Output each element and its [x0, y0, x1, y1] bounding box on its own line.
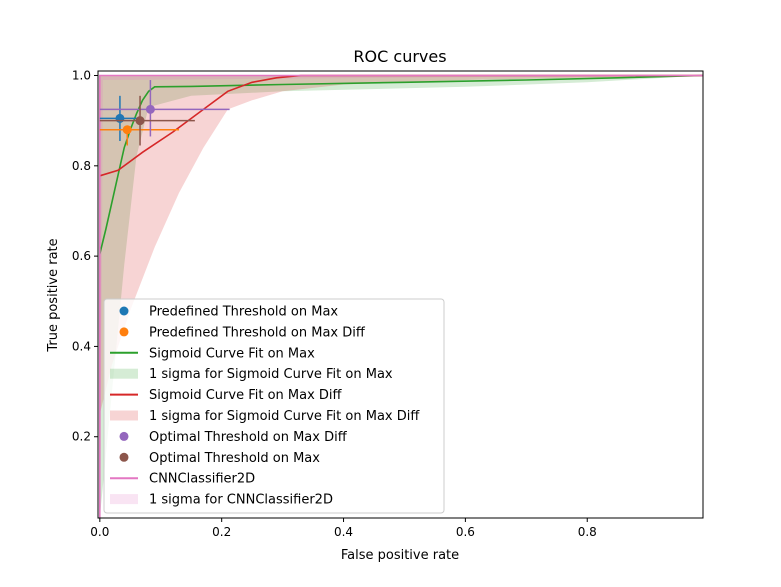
- legend-label: CNNClassifier2D: [149, 472, 255, 487]
- x-tick-label: 0.6: [456, 525, 475, 539]
- legend-item-optimal-threshold-on-max: Optimal Threshold on Max: [119, 451, 320, 466]
- legend-item-sigmoid-curve-fit-on-max: Sigmoid Curve Fit on Max: [110, 346, 315, 361]
- chart-title: ROC curves: [353, 47, 446, 66]
- legend-item-sigmoid-curve-fit-on-max-diff: Sigmoid Curve Fit on Max Diff: [110, 388, 343, 403]
- y-tick-label: 0.4: [72, 339, 91, 353]
- legend-marker: [119, 431, 129, 441]
- optimal-threshold-on-max-point: [99, 95, 195, 146]
- legend-item-predefined-threshold-on-max: Predefined Threshold on Max: [119, 305, 338, 320]
- legend-marker: [119, 327, 129, 337]
- legend-label: 1 sigma for Sigmoid Curve Fit on Max: [149, 367, 393, 382]
- x-tick-label: 0.4: [334, 525, 353, 539]
- predefined-threshold-on-max-marker: [115, 113, 125, 123]
- legend-marker: [110, 368, 138, 379]
- legend-label: Optimal Threshold on Max: [149, 451, 320, 466]
- sigmoid-curve-fit-on-max-line: [99, 74, 703, 255]
- optimal-threshold-on-max-diff-point: [99, 80, 230, 137]
- y-tick-label: 1.0: [72, 69, 91, 83]
- x-axis-label: False positive rate: [341, 548, 459, 563]
- x-tick-label: 0.2: [212, 525, 231, 539]
- predefined-threshold-on-max-diff-marker: [122, 125, 132, 135]
- legend-marker: [119, 306, 129, 316]
- 1-sigma-for-sigmoid-curve-fit-on-max-diff-band: [99, 75, 703, 518]
- legend-marker: [110, 410, 138, 421]
- x-axis-ticks: 0.0 0.2 0.4 0.6 0.8: [90, 518, 597, 539]
- legend-item-predefined-threshold-on-max-diff: Predefined Threshold on Max Diff: [119, 325, 366, 340]
- legend-label: Optimal Threshold on Max Diff: [149, 430, 348, 445]
- legend-item-1-sigma-for-sigmoid-curve-fit-on-max-diff: 1 sigma for Sigmoid Curve Fit on Max Dif…: [110, 409, 420, 424]
- y-tick-label: 0.8: [72, 159, 91, 173]
- legend-label: Predefined Threshold on Max Diff: [149, 325, 366, 340]
- cnnclassifier2d-line: [99, 74, 703, 518]
- optimal-threshold-on-max-diff-marker: [145, 104, 155, 114]
- legend-item-1-sigma-for-cnnclassifier2d: 1 sigma for CNNClassifier2D: [110, 493, 333, 508]
- legend-marker: [110, 494, 138, 505]
- legend-frame: [103, 298, 445, 514]
- legend-label: Sigmoid Curve Fit on Max: [149, 346, 315, 361]
- legend-item-optimal-threshold-on-max-diff: Optimal Threshold on Max Diff: [119, 430, 348, 445]
- plot-frame: [97, 70, 704, 519]
- x-tick-label: 0.0: [90, 525, 109, 539]
- legend-item-1-sigma-for-sigmoid-curve-fit-on-max: 1 sigma for Sigmoid Curve Fit on Max: [110, 367, 393, 382]
- sigmoid-curve-fit-on-max-diff-line: [99, 74, 703, 177]
- y-axis-label: True positive rate: [46, 238, 61, 352]
- x-tick-label: 0.8: [578, 525, 597, 539]
- legend-label: 1 sigma for Sigmoid Curve Fit on Max Dif…: [149, 409, 420, 424]
- legend-label: Sigmoid Curve Fit on Max Diff: [149, 388, 343, 403]
- y-tick-label: 0.2: [72, 430, 91, 444]
- legend-item-cnnclassifier2d: CNNClassifier2D: [110, 472, 255, 487]
- threshold-points: [99, 80, 230, 146]
- y-tick-label: 0.6: [72, 249, 91, 263]
- y-axis-ticks: 0.2 0.4 0.6 0.8 1.0: [72, 69, 98, 444]
- legend-marker: [119, 452, 129, 462]
- legend-label: Predefined Threshold on Max: [149, 305, 338, 320]
- curve-lines: [99, 74, 703, 518]
- legend: Predefined Threshold on Max Predefined Th…: [103, 298, 445, 514]
- confidence-bands: [99, 75, 703, 518]
- optimal-threshold-on-max-marker: [135, 116, 145, 126]
- legend-label: 1 sigma for CNNClassifier2D: [149, 493, 333, 508]
